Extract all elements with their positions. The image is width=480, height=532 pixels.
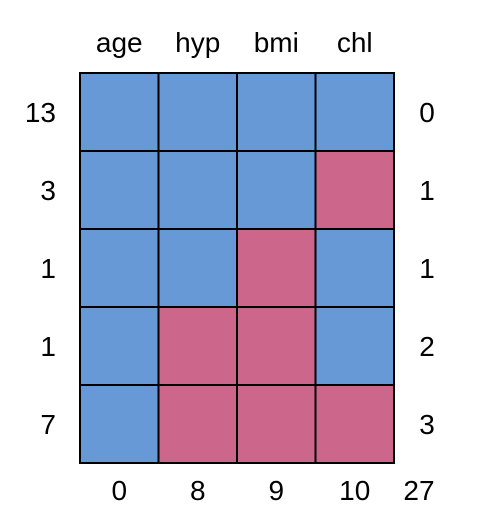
pattern-cell-r1-chl	[314, 72, 395, 152]
column-missing-labels: 0 8 9 10	[111, 475, 370, 506]
total-missing-label: 27	[403, 475, 434, 506]
pattern-cell-r2-hyp	[157, 150, 238, 230]
pattern-cells	[79, 72, 395, 464]
column-missing-label-age: 0	[111, 475, 127, 506]
pattern-cell-r4-age	[79, 306, 160, 386]
column-header-age: age	[96, 27, 143, 58]
row-count-label: 1	[40, 331, 56, 362]
column-missing-label-bmi: 9	[268, 475, 284, 506]
column-header-chl: chl	[337, 27, 373, 58]
row-count-label: 7	[40, 409, 56, 440]
pattern-cell-r5-bmi	[236, 384, 317, 464]
row-missing-label: 2	[419, 331, 435, 362]
row-count-label: 13	[25, 97, 56, 128]
row-missing-labels: 0 1 1 2 3	[419, 97, 435, 440]
pattern-cell-r5-hyp	[157, 384, 238, 464]
row-missing-label: 3	[419, 409, 435, 440]
pattern-cell-r1-bmi	[236, 72, 317, 152]
row-count-label: 3	[40, 175, 56, 206]
row-count-labels: 13 3 1 1 7	[25, 97, 56, 440]
column-missing-label-hyp: 8	[190, 475, 206, 506]
pattern-cell-r5-chl	[314, 384, 395, 464]
pattern-cell-r1-hyp	[157, 72, 238, 152]
pattern-cell-r2-chl	[314, 150, 395, 230]
pattern-cell-r2-bmi	[236, 150, 317, 230]
row-missing-label: 1	[419, 253, 435, 284]
pattern-cell-r4-hyp	[157, 306, 238, 386]
column-header-bmi: bmi	[254, 27, 299, 58]
pattern-cell-r4-bmi	[236, 306, 317, 386]
row-count-label: 1	[40, 253, 56, 284]
row-missing-label: 0	[419, 97, 435, 128]
pattern-cell-r5-age	[79, 384, 160, 464]
column-headers: age hyp bmi chl	[96, 27, 373, 58]
pattern-cell-r2-age	[79, 150, 160, 230]
row-missing-label: 1	[419, 175, 435, 206]
pattern-cell-r4-chl	[314, 306, 395, 386]
pattern-cell-r1-age	[79, 72, 160, 152]
pattern-cell-r3-age	[79, 228, 160, 308]
pattern-cell-r3-bmi	[236, 228, 317, 308]
column-header-hyp: hyp	[175, 27, 220, 58]
pattern-cell-r3-hyp	[157, 228, 238, 308]
pattern-cell-r3-chl	[314, 228, 395, 308]
column-missing-label-chl: 10	[339, 475, 370, 506]
